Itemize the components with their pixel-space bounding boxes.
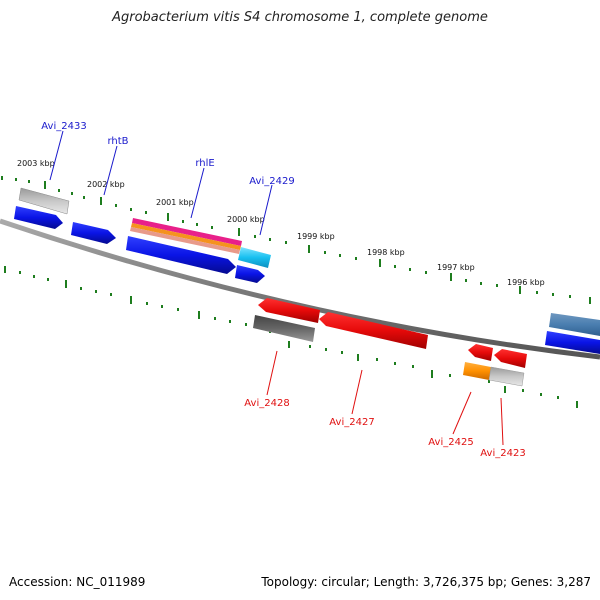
kbp-label: 2001 kbp [156, 198, 194, 207]
genome-summary-text: Topology: circular; Length: 3,726,375 bp… [261, 575, 591, 589]
gene-feature-rhlE-magenta[interactable] [132, 218, 242, 246]
kbp-label: 2000 kbp [227, 215, 265, 224]
gene-label-avi-2423[interactable]: Avi_2423 [480, 448, 525, 459]
gene-arrow-rhtB[interactable] [71, 222, 116, 244]
kbp-label: 2003 kbp [17, 159, 55, 168]
reverse-tick-track [4, 266, 578, 408]
gene-feature-cyan[interactable] [238, 247, 271, 268]
forward-feature-band [18, 187, 600, 336]
gene-feature-darkgray[interactable] [253, 315, 315, 342]
gene-arrow-forward-edge[interactable] [545, 331, 600, 354]
gene-arrow-avi-2427[interactable] [319, 312, 428, 349]
gene-label-avi-2428[interactable]: Avi_2428 [244, 398, 289, 409]
accession-text: Accession: NC_011989 [9, 575, 146, 589]
map-title: Agrobacterium vitis S4 chromosome 1, com… [112, 10, 488, 25]
kbp-scale: 2003 kbp 2002 kbp 2001 kbp 2000 kbp 1999… [17, 159, 545, 287]
gene-label-avi-2429[interactable]: Avi_2429 [249, 176, 294, 187]
kbp-label: 1998 kbp [367, 248, 405, 257]
gene-label-avi-2427[interactable]: Avi_2427 [329, 417, 374, 428]
gene-arrow-avi-2429[interactable] [235, 265, 265, 283]
gene-feature-steelblue[interactable] [549, 313, 600, 336]
gene-feature-gray[interactable] [18, 187, 70, 215]
gene-label-avi-2433[interactable]: Avi_2433 [41, 121, 86, 132]
gene-arrow-reverse-b[interactable] [494, 349, 527, 368]
forward-tick-track [1, 176, 591, 304]
gene-feature-rhlE-orange[interactable] [131, 223, 241, 250]
gene-label-avi-2425[interactable]: Avi_2425 [428, 437, 473, 448]
forward-gene-labels: Avi_2433 rhtB rhlE Avi_2429 [41, 121, 295, 236]
gene-feature-lightgray[interactable] [488, 366, 525, 387]
kbp-label: 2002 kbp [87, 180, 125, 189]
gene-arrow-avi-2428[interactable] [258, 298, 320, 323]
gene-feature-orange[interactable] [463, 362, 491, 380]
gene-feature-rhlE-salmon[interactable] [130, 227, 240, 254]
kbp-label: 1996 kbp [507, 278, 545, 287]
gene-label-rhtB[interactable]: rhtB [107, 136, 128, 147]
gene-label-rhlE[interactable]: rhlE [195, 158, 214, 169]
forward-cds-track [14, 206, 600, 354]
reverse-gene-labels: Avi_2428 Avi_2427 Avi_2425 Avi_2423 [244, 350, 526, 459]
kbp-label: 1997 kbp [437, 263, 475, 272]
reverse-cds-track [253, 298, 527, 387]
kbp-label: 1999 kbp [297, 232, 335, 241]
gene-arrow-avi-2433[interactable] [14, 206, 63, 229]
gene-arrow-reverse-a[interactable] [468, 344, 493, 361]
gene-arrow-rhlE[interactable] [126, 236, 236, 274]
